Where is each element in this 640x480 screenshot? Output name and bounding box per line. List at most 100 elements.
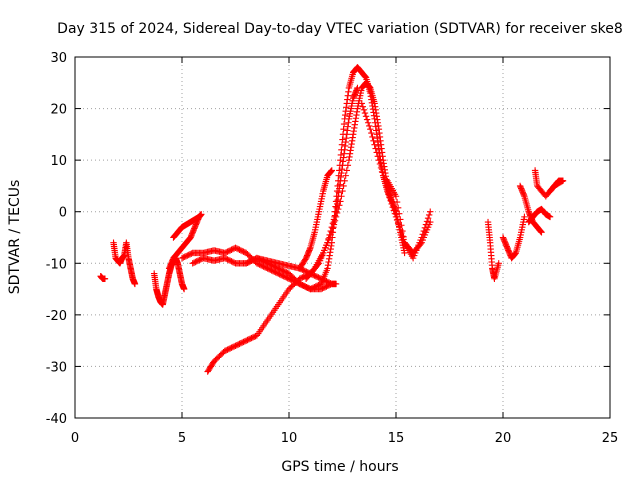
y-axis-label: SDTVAR / TECUs [7,180,23,295]
data-point [392,213,400,221]
data-point [364,119,372,126]
data-point [325,235,332,242]
y-tick-label: -40 [46,412,67,427]
y-tick-label: -20 [46,309,67,324]
data-point [521,213,528,221]
data-point [314,261,322,268]
series-arc-m [317,64,408,288]
chart-title: Day 315 of 2024, Sidereal Day-to-day VTE… [57,21,623,37]
series-arc-c [150,254,188,308]
data-point [101,275,109,282]
data-point [397,216,404,223]
data-point [389,204,396,211]
data-point [340,182,347,190]
data-point [392,193,400,200]
data-point [381,176,388,183]
data-point [422,221,430,228]
data-point [388,200,395,208]
data-point [180,285,188,293]
data-point [427,218,434,226]
x-tick-label: 15 [388,431,405,446]
data-point [343,167,350,174]
x-tick-label: 0 [71,431,79,446]
data-point [358,100,365,107]
data-point [359,103,367,110]
data-point [425,211,433,219]
series-arc-a [97,272,109,282]
data-point [376,160,384,168]
x-tick-label: 25 [602,431,619,446]
y-tick-label: -10 [46,257,67,272]
data-point [367,126,374,133]
series-arc-d [165,213,203,272]
data-point [360,106,368,114]
y-tick-label: 10 [50,154,67,169]
data-point [344,162,352,169]
data-point [418,234,425,241]
y-tick-labels: -40 -30 -20 -10 0 10 20 30 [46,51,67,427]
data-point [379,172,387,179]
series-arc-u [546,177,567,195]
data-point [400,233,407,241]
data-point [420,227,428,235]
data-point [421,224,429,232]
data-point [370,137,377,145]
data-point [390,207,398,214]
data-point [372,145,379,152]
data-point [374,153,382,160]
y-tick-label: 30 [50,51,67,66]
data-point [375,156,383,164]
data-point [373,149,380,156]
data-point [401,249,408,257]
data-point [394,220,402,227]
data-point [427,208,434,215]
series-arc-b [110,239,139,288]
data-point [198,211,205,218]
data-point [131,280,139,288]
data-point [354,84,361,92]
x-axis-label: GPS time / hours [281,459,398,475]
data-point [369,133,376,141]
data-point [394,204,402,212]
data-point [342,172,349,179]
series-arc-f [178,244,325,293]
data-point [368,129,375,137]
data-point [362,113,370,120]
data-point [383,184,390,191]
data-point [419,231,426,238]
y-tick-label: 20 [50,103,67,118]
axis-ticks [74,56,611,419]
data-point [328,280,335,288]
x-tick-label: 10 [281,431,298,446]
data-point [386,194,393,201]
data-point [339,187,346,195]
y-tick-label: 0 [59,206,67,221]
data-points-layer [97,64,567,375]
series-arc-j [296,167,335,272]
series-arc-e [170,211,205,241]
series-arc-r [516,182,545,236]
data-point [384,187,391,195]
series-arc-k [302,79,395,282]
grid-lines [75,57,610,418]
data-point [423,218,431,225]
plot-frame [74,56,611,419]
data-point [377,164,385,172]
data-point [399,227,406,235]
data-point [398,222,405,229]
x-tick-label: 20 [495,431,512,446]
series-arc-l [307,84,361,277]
data-point [328,167,335,174]
data-point [393,198,401,206]
data-point [559,177,567,184]
series-arc-o [384,177,434,262]
y-tick-label: -30 [46,360,67,375]
data-point [396,210,403,217]
series-arc-h [204,270,314,375]
data-point [495,260,502,267]
series-arc-i [243,254,335,293]
data-point [366,122,373,130]
series-arc-p [484,218,502,282]
data-point [361,109,369,117]
data-point [327,281,334,288]
